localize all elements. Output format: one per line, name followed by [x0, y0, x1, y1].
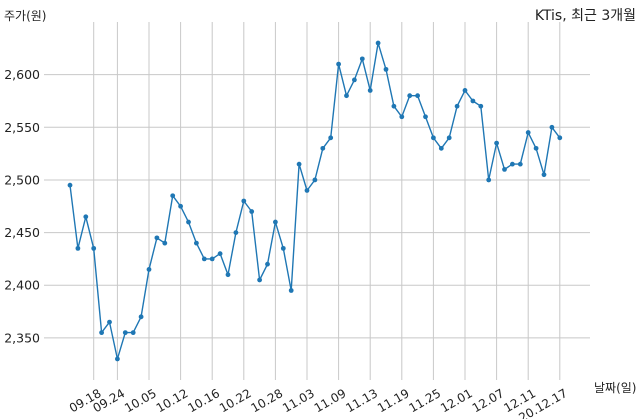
y-axis-label: 주가(원): [4, 9, 46, 23]
data-point: [344, 93, 349, 99]
data-point: [336, 61, 341, 67]
y-tick-label: 2,600: [4, 67, 40, 82]
data-point: [241, 198, 247, 204]
data-point: [225, 272, 231, 278]
data-point: [525, 130, 531, 135]
data-point: [470, 98, 476, 104]
x-tick-label: 11.13: [343, 386, 380, 415]
data-point: [462, 88, 468, 93]
data-point: [154, 235, 160, 241]
data-point: [533, 145, 539, 151]
series-line: [69, 42, 561, 360]
data-point: [265, 261, 270, 267]
y-tick-labels: 2,350 2,400 2,450 2,500 2,550 2,600: [4, 67, 40, 345]
data-point: [209, 256, 215, 262]
data-point: [423, 114, 428, 120]
data-point: [99, 330, 104, 336]
data-point: [170, 193, 176, 199]
data-point: [510, 161, 515, 167]
data-point: [296, 161, 302, 167]
x-tick-label: 12.01: [438, 386, 475, 415]
x-tick-label: 11.09: [312, 386, 349, 415]
data-point: [446, 135, 452, 141]
data-point: [517, 161, 523, 167]
data-point: [273, 219, 278, 225]
data-point: [233, 230, 239, 235]
data-point: [288, 288, 294, 293]
data-point: [146, 267, 152, 272]
data-point: [415, 93, 420, 99]
data-point: [138, 314, 144, 320]
x-tick-label: 10.05: [122, 386, 159, 415]
x-tick-labels: 09.1809.2410.0510.1210.1610.2210.2811.03…: [67, 386, 570, 419]
data-point: [391, 103, 397, 109]
data-point: [249, 209, 255, 214]
data-point: [407, 93, 413, 99]
x-tick-label: 11.03: [280, 386, 317, 415]
data-point: [549, 124, 555, 130]
data-point: [194, 240, 199, 246]
data-point: [320, 145, 326, 151]
y-tick-label: 2,350: [4, 330, 40, 345]
data-point: [217, 251, 223, 257]
x-tick-label: 10.22: [217, 386, 254, 415]
data-point: [383, 66, 389, 72]
data-point: [399, 114, 405, 120]
data-point: [75, 245, 81, 251]
data-point: [541, 172, 547, 178]
x-axis-label: 날짜(일): [594, 381, 636, 395]
data-point: [312, 177, 318, 183]
data-point: [122, 330, 128, 336]
data-point: [201, 256, 207, 262]
data-point: [478, 103, 484, 109]
data-point: [130, 330, 136, 336]
data-point: [502, 167, 507, 172]
data-point: [107, 319, 112, 325]
data-point: [375, 40, 381, 46]
x-tick-label: 12.07: [470, 386, 507, 415]
data-point: [115, 356, 120, 362]
data-point: [83, 214, 89, 220]
x-tick-label: 11.19: [375, 386, 412, 415]
data-point: [280, 245, 286, 251]
x-tick-label: 10.16: [185, 386, 222, 415]
data-point: [162, 240, 168, 246]
data-point: [328, 135, 334, 141]
y-tick-label: 2,450: [4, 225, 40, 240]
y-tick-label: 2,500: [4, 172, 40, 187]
y-tick-label: 2,400: [4, 278, 40, 293]
data-point: [186, 219, 191, 225]
data-point: [257, 277, 262, 283]
chart-title: KTis, 최근 3개월: [535, 8, 636, 24]
data-point: [178, 203, 184, 209]
y-tick-label: 2,550: [4, 120, 40, 135]
data-point: [494, 140, 499, 146]
data-point: [352, 77, 357, 83]
grid: [44, 22, 590, 380]
data-point: [486, 177, 492, 183]
data-point: [438, 145, 444, 151]
x-tick-label: 10.12: [154, 386, 191, 415]
data-point: [431, 135, 436, 141]
x-tick-label: 10.28: [249, 386, 286, 415]
data-point: [91, 245, 97, 251]
data-point: [557, 135, 563, 141]
x-tick-label: 11.25: [407, 386, 444, 415]
data-point: [454, 103, 460, 109]
data-point: [359, 56, 365, 62]
data-point: [67, 182, 73, 188]
data-point: [304, 188, 310, 193]
series-layer: [67, 40, 563, 362]
data-point: [367, 88, 373, 93]
